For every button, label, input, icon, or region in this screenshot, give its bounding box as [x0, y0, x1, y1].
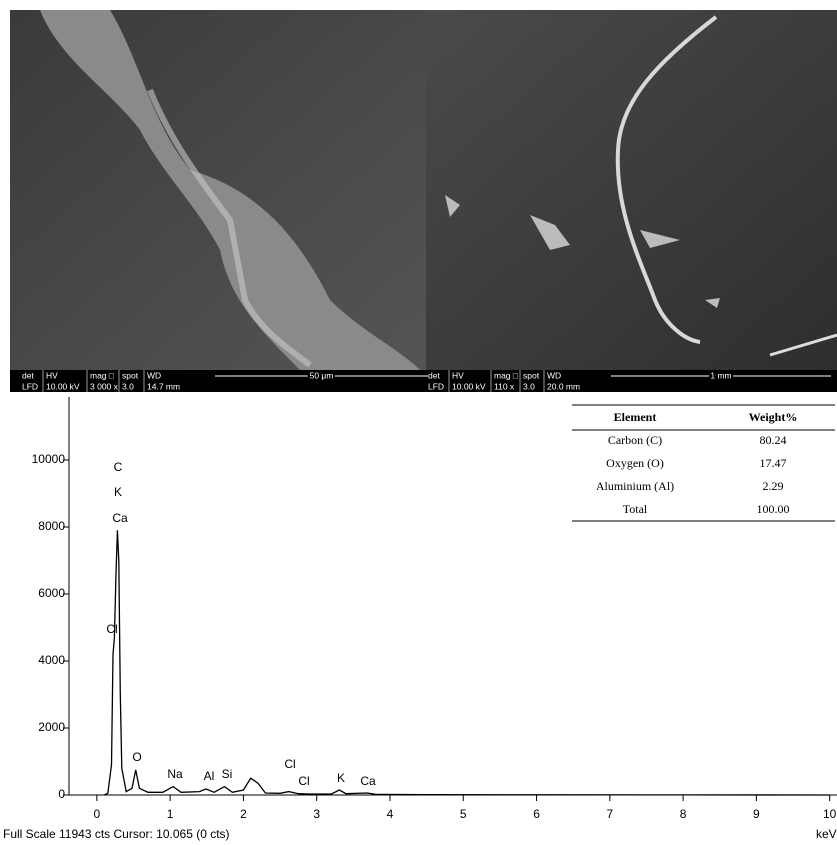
info-value: 3.0: [122, 381, 134, 391]
peak-label: Al: [204, 769, 215, 783]
info-value: LFD: [22, 381, 38, 391]
table-cell: 100.00: [757, 502, 790, 516]
info-value: 10.00 kV: [452, 381, 486, 391]
x-axis-label: keV: [816, 827, 837, 841]
sem-image-left: [10, 10, 426, 370]
info-value: 14.7 mm: [147, 381, 180, 391]
info-value: 3 000 x: [90, 381, 119, 391]
peak-label: Ca: [112, 511, 128, 525]
info-value: 20.0 mm: [547, 381, 580, 391]
y-tick-label: 2000: [38, 720, 65, 734]
info-label: HV: [452, 370, 464, 380]
table-cell: Total: [623, 502, 648, 516]
info-label: det: [22, 370, 34, 380]
table-bg: [572, 405, 835, 521]
table-cell: Aluminium (Al): [596, 479, 674, 493]
peak-label: K: [114, 485, 122, 499]
table-cell: 2.29: [763, 479, 784, 493]
peak-label: Cl: [298, 774, 309, 788]
info-value: 3.0: [523, 381, 535, 391]
y-tick-label: 10000: [32, 452, 66, 466]
sem-image-right: [426, 10, 837, 370]
x-tick-label: 3: [313, 807, 320, 821]
peak-label: O: [132, 750, 141, 764]
info-value: 10.00 kV: [46, 381, 80, 391]
x-tick-label: 0: [94, 807, 101, 821]
table-cell: Carbon (C): [608, 433, 662, 447]
peak-label: Ca: [360, 774, 376, 788]
peak-label: C: [114, 460, 123, 474]
footer: Full Scale 11943 cts Cursor: 10.065 (0 c…: [3, 827, 230, 841]
table-cell: 17.47: [760, 456, 787, 470]
y-tick-label: 4000: [38, 653, 65, 667]
x-tick-label: 2: [240, 807, 247, 821]
table-header: Weight%: [749, 410, 798, 424]
x-tick-label: 4: [387, 807, 394, 821]
scale-label: 50 μm: [310, 370, 334, 380]
table-header: Element: [614, 410, 657, 424]
info-label: spot: [122, 370, 139, 380]
peak-label: K: [337, 771, 345, 785]
x-tick-label: 9: [753, 807, 760, 821]
info-label: mag □: [494, 370, 518, 380]
peak-label: Cl: [284, 757, 295, 771]
spectrum-line: [103, 530, 830, 796]
info-value: 110 x: [494, 381, 515, 391]
peak-label: Si: [222, 767, 233, 781]
x-tick-label: 7: [606, 807, 613, 821]
x-tick-label: 5: [460, 807, 467, 821]
x-tick-label: 6: [533, 807, 540, 821]
x-tick-label: 10: [823, 807, 837, 821]
info-label: mag □: [90, 370, 114, 380]
y-tick-label: 8000: [38, 519, 65, 533]
table-cell: Oxygen (O): [606, 456, 664, 470]
info-label: WD: [547, 370, 561, 380]
x-tick-label: 1: [167, 807, 174, 821]
table-cell: 80.24: [760, 433, 787, 447]
x-tick-label: 8: [680, 807, 687, 821]
info-label: WD: [147, 370, 161, 380]
info-value: LFD: [428, 381, 444, 391]
y-tick-label: 0: [58, 787, 65, 801]
info-label: spot: [523, 370, 540, 380]
peak-label: Na: [167, 767, 183, 781]
peak-label: Cl: [106, 622, 117, 636]
y-tick-label: 6000: [38, 586, 65, 600]
info-label: det: [428, 370, 440, 380]
info-label: HV: [46, 370, 58, 380]
scale-label: 1 mm: [710, 370, 731, 380]
